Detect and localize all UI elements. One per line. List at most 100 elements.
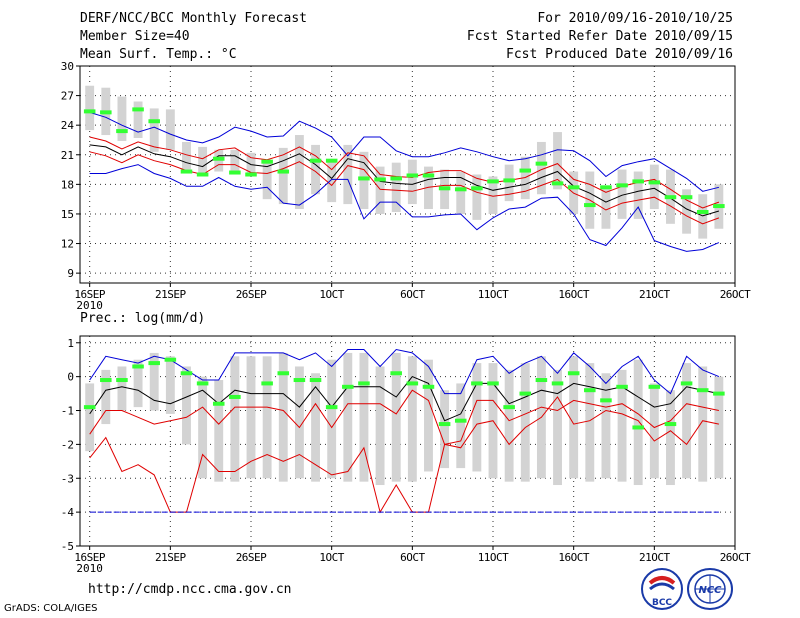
spread-box bbox=[182, 141, 191, 170]
variable-label: Mean Surf. Temp.: °C bbox=[80, 47, 237, 62]
series-line-mean bbox=[89, 375, 720, 422]
spread-box bbox=[520, 363, 530, 482]
x-tick-label: 6OCT bbox=[400, 288, 425, 301]
y-tick-label: -5 bbox=[61, 540, 74, 553]
spread-box bbox=[391, 352, 401, 482]
chart-title: DERF/NCC/BCC Monthly Forecast bbox=[80, 11, 307, 26]
spread-box bbox=[682, 363, 692, 479]
x-tick-label: 11OCT bbox=[478, 288, 509, 301]
member-size: Member Size=40 bbox=[80, 29, 190, 44]
spread-box bbox=[407, 356, 417, 482]
observed-marker bbox=[164, 357, 177, 362]
spread-box bbox=[440, 390, 450, 469]
spread-box bbox=[424, 359, 433, 472]
y-tick-label: 18 bbox=[61, 178, 74, 191]
spread-box bbox=[85, 85, 95, 131]
spread-box bbox=[553, 369, 562, 486]
observed-marker bbox=[680, 381, 693, 386]
observed-marker bbox=[551, 181, 564, 186]
x-tick-sublabel: 2010 bbox=[76, 299, 103, 312]
source-url[interactable]: http://cmdp.ncc.cma.gov.cn bbox=[88, 582, 292, 597]
observed-marker bbox=[648, 384, 661, 389]
spread-box bbox=[101, 369, 111, 425]
spread-box bbox=[133, 359, 143, 408]
observed-marker bbox=[471, 381, 483, 386]
observed-marker bbox=[148, 361, 160, 366]
spread-box bbox=[149, 352, 159, 411]
series-line-min bbox=[89, 164, 720, 252]
observed-marker bbox=[342, 384, 354, 389]
x-tick-label: 1OCT bbox=[319, 551, 344, 564]
spread-box bbox=[633, 171, 643, 219]
spread-box bbox=[375, 166, 385, 214]
observed-marker bbox=[471, 186, 483, 191]
observed-marker bbox=[713, 391, 725, 396]
observed-marker bbox=[664, 195, 677, 200]
observed-marker bbox=[325, 405, 338, 410]
observed-marker bbox=[535, 378, 548, 383]
observed-marker bbox=[422, 173, 435, 178]
observed-marker bbox=[696, 388, 709, 393]
spread-box bbox=[149, 108, 159, 152]
spread-box bbox=[278, 352, 288, 482]
observed-marker bbox=[132, 364, 144, 369]
observed-marker bbox=[83, 405, 96, 410]
observed-marker bbox=[358, 176, 370, 181]
x-tick-label: 26OCT bbox=[720, 551, 751, 564]
observed-marker bbox=[325, 158, 338, 163]
spread-box bbox=[472, 174, 482, 220]
observed-marker bbox=[212, 401, 225, 406]
series-line-sd_hi bbox=[89, 389, 720, 445]
y-tick-label: 15 bbox=[61, 208, 74, 221]
x-tick-label: 16SEP bbox=[74, 288, 105, 301]
x-tick-label: 21OCT bbox=[639, 288, 670, 301]
observed-marker bbox=[696, 209, 709, 214]
spread-box bbox=[488, 176, 498, 214]
panel-label: Prec.: log(mm/d) bbox=[80, 311, 205, 326]
observed-marker bbox=[454, 418, 467, 423]
observed-marker bbox=[680, 195, 693, 200]
observed-marker bbox=[535, 161, 548, 166]
spread-box bbox=[601, 373, 611, 479]
observed-marker bbox=[567, 185, 580, 190]
x-tick-label: 1OCT bbox=[319, 288, 344, 301]
y-tick-label: 12 bbox=[61, 238, 74, 251]
observed-marker bbox=[116, 129, 128, 134]
spread-box bbox=[343, 144, 353, 205]
spread-box bbox=[182, 366, 191, 445]
spread-box bbox=[311, 144, 320, 195]
observed-marker bbox=[454, 187, 467, 192]
observed-marker bbox=[390, 176, 402, 181]
spread-box bbox=[262, 159, 272, 200]
observed-marker bbox=[100, 110, 112, 115]
spread-box bbox=[666, 390, 675, 486]
spread-box bbox=[278, 147, 288, 205]
spread-box bbox=[456, 383, 466, 469]
y-tick-label: 30 bbox=[61, 60, 74, 73]
spread-box bbox=[85, 383, 95, 452]
observed-marker bbox=[309, 158, 322, 163]
spread-box bbox=[649, 383, 659, 479]
observed-marker bbox=[374, 177, 386, 182]
observed-marker bbox=[277, 169, 290, 174]
y-tick-label: -3 bbox=[61, 472, 74, 485]
observed-marker bbox=[503, 405, 515, 410]
observed-marker bbox=[196, 381, 209, 386]
observed-marker bbox=[600, 398, 612, 403]
series-line-sd_lo bbox=[89, 396, 720, 514]
observed-marker bbox=[277, 371, 290, 376]
observed-marker bbox=[616, 384, 628, 389]
x-tick-label: 16OCT bbox=[558, 288, 589, 301]
spread-box bbox=[246, 356, 256, 479]
series-line-max bbox=[89, 348, 720, 395]
observed-marker bbox=[100, 378, 112, 383]
observed-marker bbox=[358, 381, 370, 386]
spread-box bbox=[472, 363, 482, 472]
forecast-started-date: Fcst Started Refer Date 2010/09/15 bbox=[466, 29, 733, 44]
y-tick-label: 0 bbox=[67, 371, 74, 384]
spread-box bbox=[698, 194, 708, 239]
spread-box bbox=[327, 359, 337, 479]
observed-marker bbox=[406, 381, 419, 386]
